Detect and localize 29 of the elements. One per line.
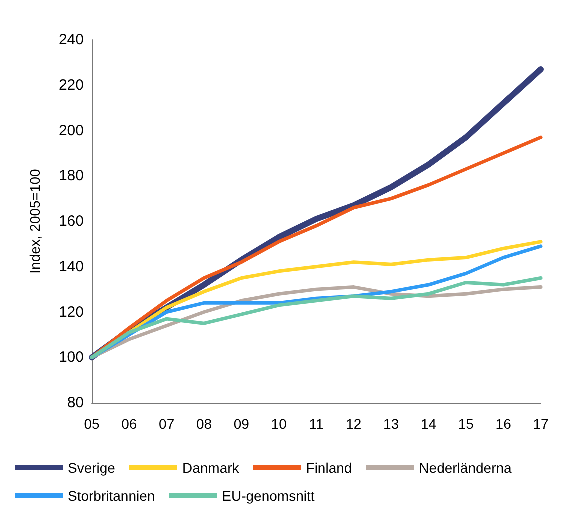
x-tick-label: 06 bbox=[122, 416, 138, 432]
legend-label: Nederländerna bbox=[419, 460, 512, 476]
legend-label: Danmark bbox=[182, 460, 240, 476]
x-tick-label: 15 bbox=[458, 416, 474, 432]
y-tick-label: 120 bbox=[58, 304, 84, 321]
x-tick-label: 11 bbox=[309, 416, 324, 432]
x-tick-label: 09 bbox=[234, 416, 250, 432]
legend-label: Storbritannien bbox=[68, 488, 156, 504]
x-tick-label: 13 bbox=[384, 416, 400, 432]
y-axis-title: Index, 2005=100 bbox=[27, 168, 43, 274]
x-tick-label: 14 bbox=[420, 416, 437, 432]
x-tick-label: 10 bbox=[271, 416, 288, 432]
legend-label: Sverige bbox=[68, 460, 116, 476]
y-tick-label: 160 bbox=[58, 213, 84, 230]
x-tick-label: 08 bbox=[196, 416, 212, 432]
y-tick-label: 220 bbox=[58, 76, 84, 94]
x-tick-label: 05 bbox=[84, 416, 100, 432]
legend-label: Finland bbox=[306, 460, 352, 476]
y-tick-label: 100 bbox=[58, 349, 84, 366]
legend-label: EU-genomsnitt bbox=[222, 488, 315, 504]
y-tick-label: 80 bbox=[67, 394, 84, 412]
y-tick-label: 200 bbox=[58, 122, 84, 140]
x-tick-label: 07 bbox=[159, 416, 175, 432]
y-tick-label: 180 bbox=[58, 168, 84, 185]
x-tick-label: 12 bbox=[346, 416, 362, 432]
y-tick-label: 240 bbox=[58, 32, 84, 48]
x-tick-label: 16 bbox=[496, 416, 512, 432]
x-tick-label: 17 bbox=[533, 416, 549, 432]
y-tick-label: 140 bbox=[58, 258, 84, 276]
